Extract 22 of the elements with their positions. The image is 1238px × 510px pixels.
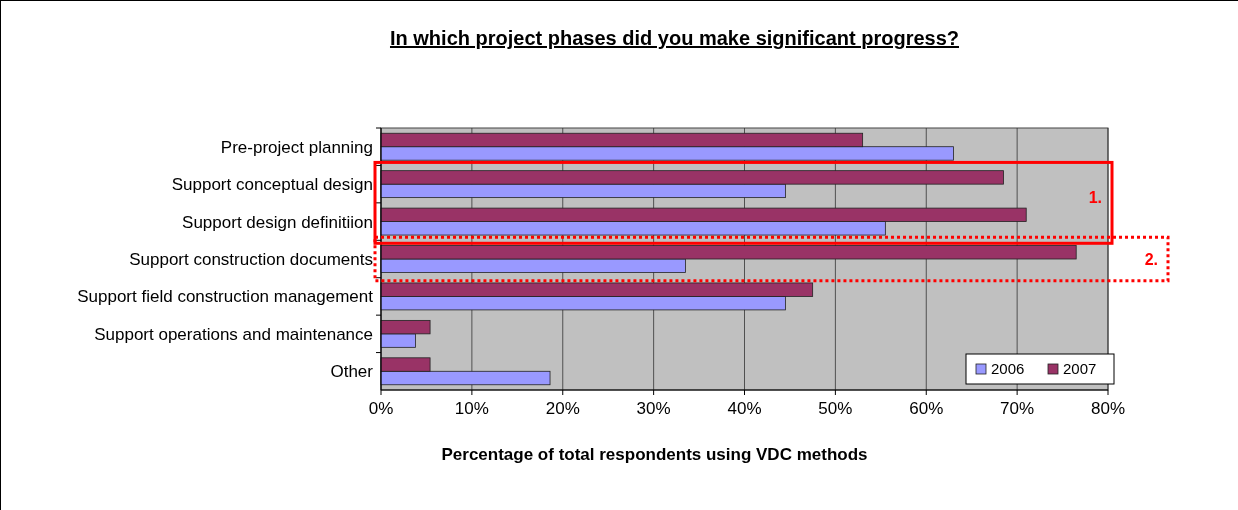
legend-label: 2007 (1062, 359, 1096, 377)
annotation: 1. (1088, 188, 1102, 206)
text: 2. (1144, 250, 1158, 268)
y-tick-label: Other (329, 361, 373, 381)
x-tick-label: 50% (817, 398, 852, 418)
y-tick-label: Support operations and maintenance (93, 324, 373, 344)
x-tick-label: 60% (908, 398, 943, 418)
y-tick-label: Support design definitiion (181, 212, 373, 232)
x-tick-label: 30% (636, 398, 671, 418)
y-tick-label: Pre-project planning (220, 137, 373, 157)
x-tick-label: 40% (726, 398, 762, 418)
x-tick-label: 70% (999, 398, 1034, 418)
x-tick-label: 80% (1090, 398, 1125, 418)
x-tick-label: 0% (368, 398, 393, 418)
chart-title: In which project phases did you make significant progress? (389, 26, 959, 49)
y-tick-label: Support construction documents (128, 249, 373, 269)
y-tick-label: Support conceptual design (171, 174, 373, 194)
x-tick-label: 10% (454, 398, 489, 418)
legend-label: 2006 (990, 359, 1024, 377)
x-axis-title: Percentage of total respondents using VDC methods (440, 444, 868, 464)
x-tick-label: 20% (545, 398, 580, 418)
y-tick-label: Support field construction management (76, 286, 373, 306)
